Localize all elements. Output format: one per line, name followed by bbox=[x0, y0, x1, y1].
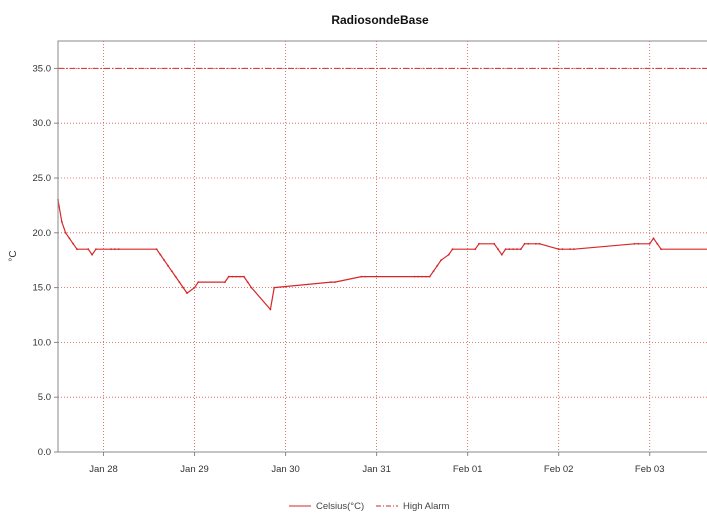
celsius-data-point bbox=[436, 264, 439, 267]
celsius-data-point bbox=[508, 248, 511, 251]
celsius-data-point bbox=[652, 237, 655, 240]
x-tick-labels: Jan 28 Jan 29 Jan 30 Jan 31 Feb 01 Feb 02 Feb … bbox=[89, 452, 665, 475]
celsius-data-point bbox=[95, 248, 97, 251]
celsius-data-point bbox=[478, 242, 480, 245]
celsius-data-point bbox=[512, 248, 515, 251]
celsius-data-point bbox=[76, 248, 78, 251]
legend: Celsius(°C) High Alarm bbox=[289, 501, 450, 512]
celsius-data-point bbox=[250, 286, 253, 289]
y-axis-label: °C bbox=[8, 250, 19, 261]
celsius-data-point bbox=[87, 248, 90, 251]
celsius-data-point bbox=[60, 220, 63, 223]
celsius-data-point bbox=[68, 237, 71, 240]
celsius-data-point bbox=[573, 248, 575, 251]
x-tick-label: Jan 31 bbox=[362, 464, 391, 475]
celsius-data-point bbox=[535, 242, 537, 245]
celsius-data-point bbox=[193, 286, 196, 289]
celsius-data-point bbox=[110, 248, 112, 251]
celsius-data-point bbox=[451, 248, 454, 251]
y-tick-labels: 0.0 5.0 10.0 15.0 20.0 25.0 30.0 35.0 bbox=[33, 63, 58, 458]
celsius-data-point bbox=[269, 308, 272, 311]
celsius-data-point bbox=[500, 253, 503, 256]
celsius-data-point bbox=[235, 275, 238, 278]
celsius-data-point bbox=[656, 242, 659, 245]
y-tick-label: 5.0 bbox=[38, 392, 51, 403]
celsius-data-point bbox=[417, 275, 420, 278]
celsius-data-point bbox=[637, 242, 640, 245]
celsius-data-point bbox=[155, 248, 158, 251]
celsius-data-point bbox=[182, 286, 185, 289]
celsius-data-point bbox=[364, 275, 367, 278]
celsius-data-point bbox=[239, 275, 242, 278]
celsius-data-point bbox=[557, 248, 560, 251]
celsius-data-point bbox=[569, 248, 571, 251]
celsius-data-point bbox=[243, 275, 245, 278]
legend-label-celsius: Celsius(°C) bbox=[316, 501, 364, 512]
x-tick-label: Jan 28 bbox=[89, 464, 118, 475]
celsius-data-point bbox=[163, 259, 166, 262]
y-tick-label: 30.0 bbox=[33, 118, 52, 129]
celsius-data-point bbox=[170, 270, 173, 273]
celsius-data-point bbox=[224, 281, 226, 283]
y-tick-label: 35.0 bbox=[33, 63, 52, 74]
plot-area-frame bbox=[57, 40, 707, 453]
celsius-data-point bbox=[432, 270, 435, 273]
celsius-data-point bbox=[330, 281, 332, 283]
celsius-data-point bbox=[440, 259, 442, 262]
celsius-data-point bbox=[273, 286, 276, 289]
celsius-data-point bbox=[178, 281, 181, 283]
celsius-data-point bbox=[360, 275, 363, 278]
celsius-data-point bbox=[504, 248, 507, 251]
x-tick-label: Jan 29 bbox=[180, 464, 209, 475]
y-tick-label: 10.0 bbox=[33, 337, 52, 348]
y-tick-label: 20.0 bbox=[33, 228, 52, 239]
x-tick-label: Feb 02 bbox=[544, 464, 574, 475]
celsius-data-point bbox=[72, 242, 75, 245]
x-tick-label: Feb 01 bbox=[453, 464, 483, 475]
x-tick-label: Feb 03 bbox=[635, 464, 665, 475]
celsius-series-line bbox=[57, 199, 707, 311]
chart-title: RadiosondeBase bbox=[331, 13, 429, 27]
celsius-data-point bbox=[497, 248, 499, 251]
celsius-data-point bbox=[413, 275, 416, 278]
celsius-data-point bbox=[523, 242, 526, 245]
celsius-data-point bbox=[648, 242, 651, 245]
celsius-data-point bbox=[334, 281, 336, 283]
celsius-data-point bbox=[527, 242, 530, 245]
celsius-data-point bbox=[117, 248, 120, 251]
celsius-data-point bbox=[231, 275, 234, 278]
celsius-data-point bbox=[174, 275, 177, 278]
celsius-data-point bbox=[660, 248, 662, 251]
celsius-data-point bbox=[91, 253, 93, 256]
x-tick-label: Jan 30 bbox=[271, 464, 300, 475]
celsius-data-point bbox=[227, 275, 230, 278]
celsius-data-point bbox=[421, 275, 423, 278]
legend-label-high-alarm: High Alarm bbox=[403, 501, 450, 512]
celsius-data-point bbox=[538, 242, 541, 245]
celsius-data-point bbox=[428, 275, 431, 278]
celsius-data-point bbox=[167, 264, 169, 267]
celsius-data-point bbox=[474, 248, 477, 251]
y-tick-label: 25.0 bbox=[33, 173, 52, 184]
celsius-data-point bbox=[447, 253, 450, 256]
celsius-data-point bbox=[246, 281, 249, 283]
celsius-data-point bbox=[425, 275, 427, 278]
celsius-data-point bbox=[64, 231, 67, 234]
series-layer bbox=[57, 67, 707, 311]
celsius-data-point bbox=[159, 253, 162, 256]
celsius-data-point bbox=[561, 248, 564, 251]
y-tick-label: 0.0 bbox=[38, 447, 51, 458]
celsius-data-point bbox=[186, 292, 188, 294]
celsius-data-point bbox=[493, 242, 496, 245]
celsius-data-point bbox=[197, 281, 200, 283]
celsius-data-point bbox=[114, 248, 116, 251]
celsius-data-point bbox=[519, 248, 522, 251]
celsius-data-point bbox=[633, 242, 636, 245]
celsius-data-point bbox=[516, 248, 518, 251]
y-tick-label: 15.0 bbox=[33, 283, 52, 294]
